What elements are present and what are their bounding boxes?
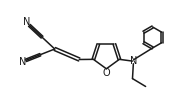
Text: N: N xyxy=(130,56,138,66)
Text: N: N xyxy=(19,57,26,67)
Text: O: O xyxy=(103,68,110,78)
Text: N: N xyxy=(23,17,30,27)
